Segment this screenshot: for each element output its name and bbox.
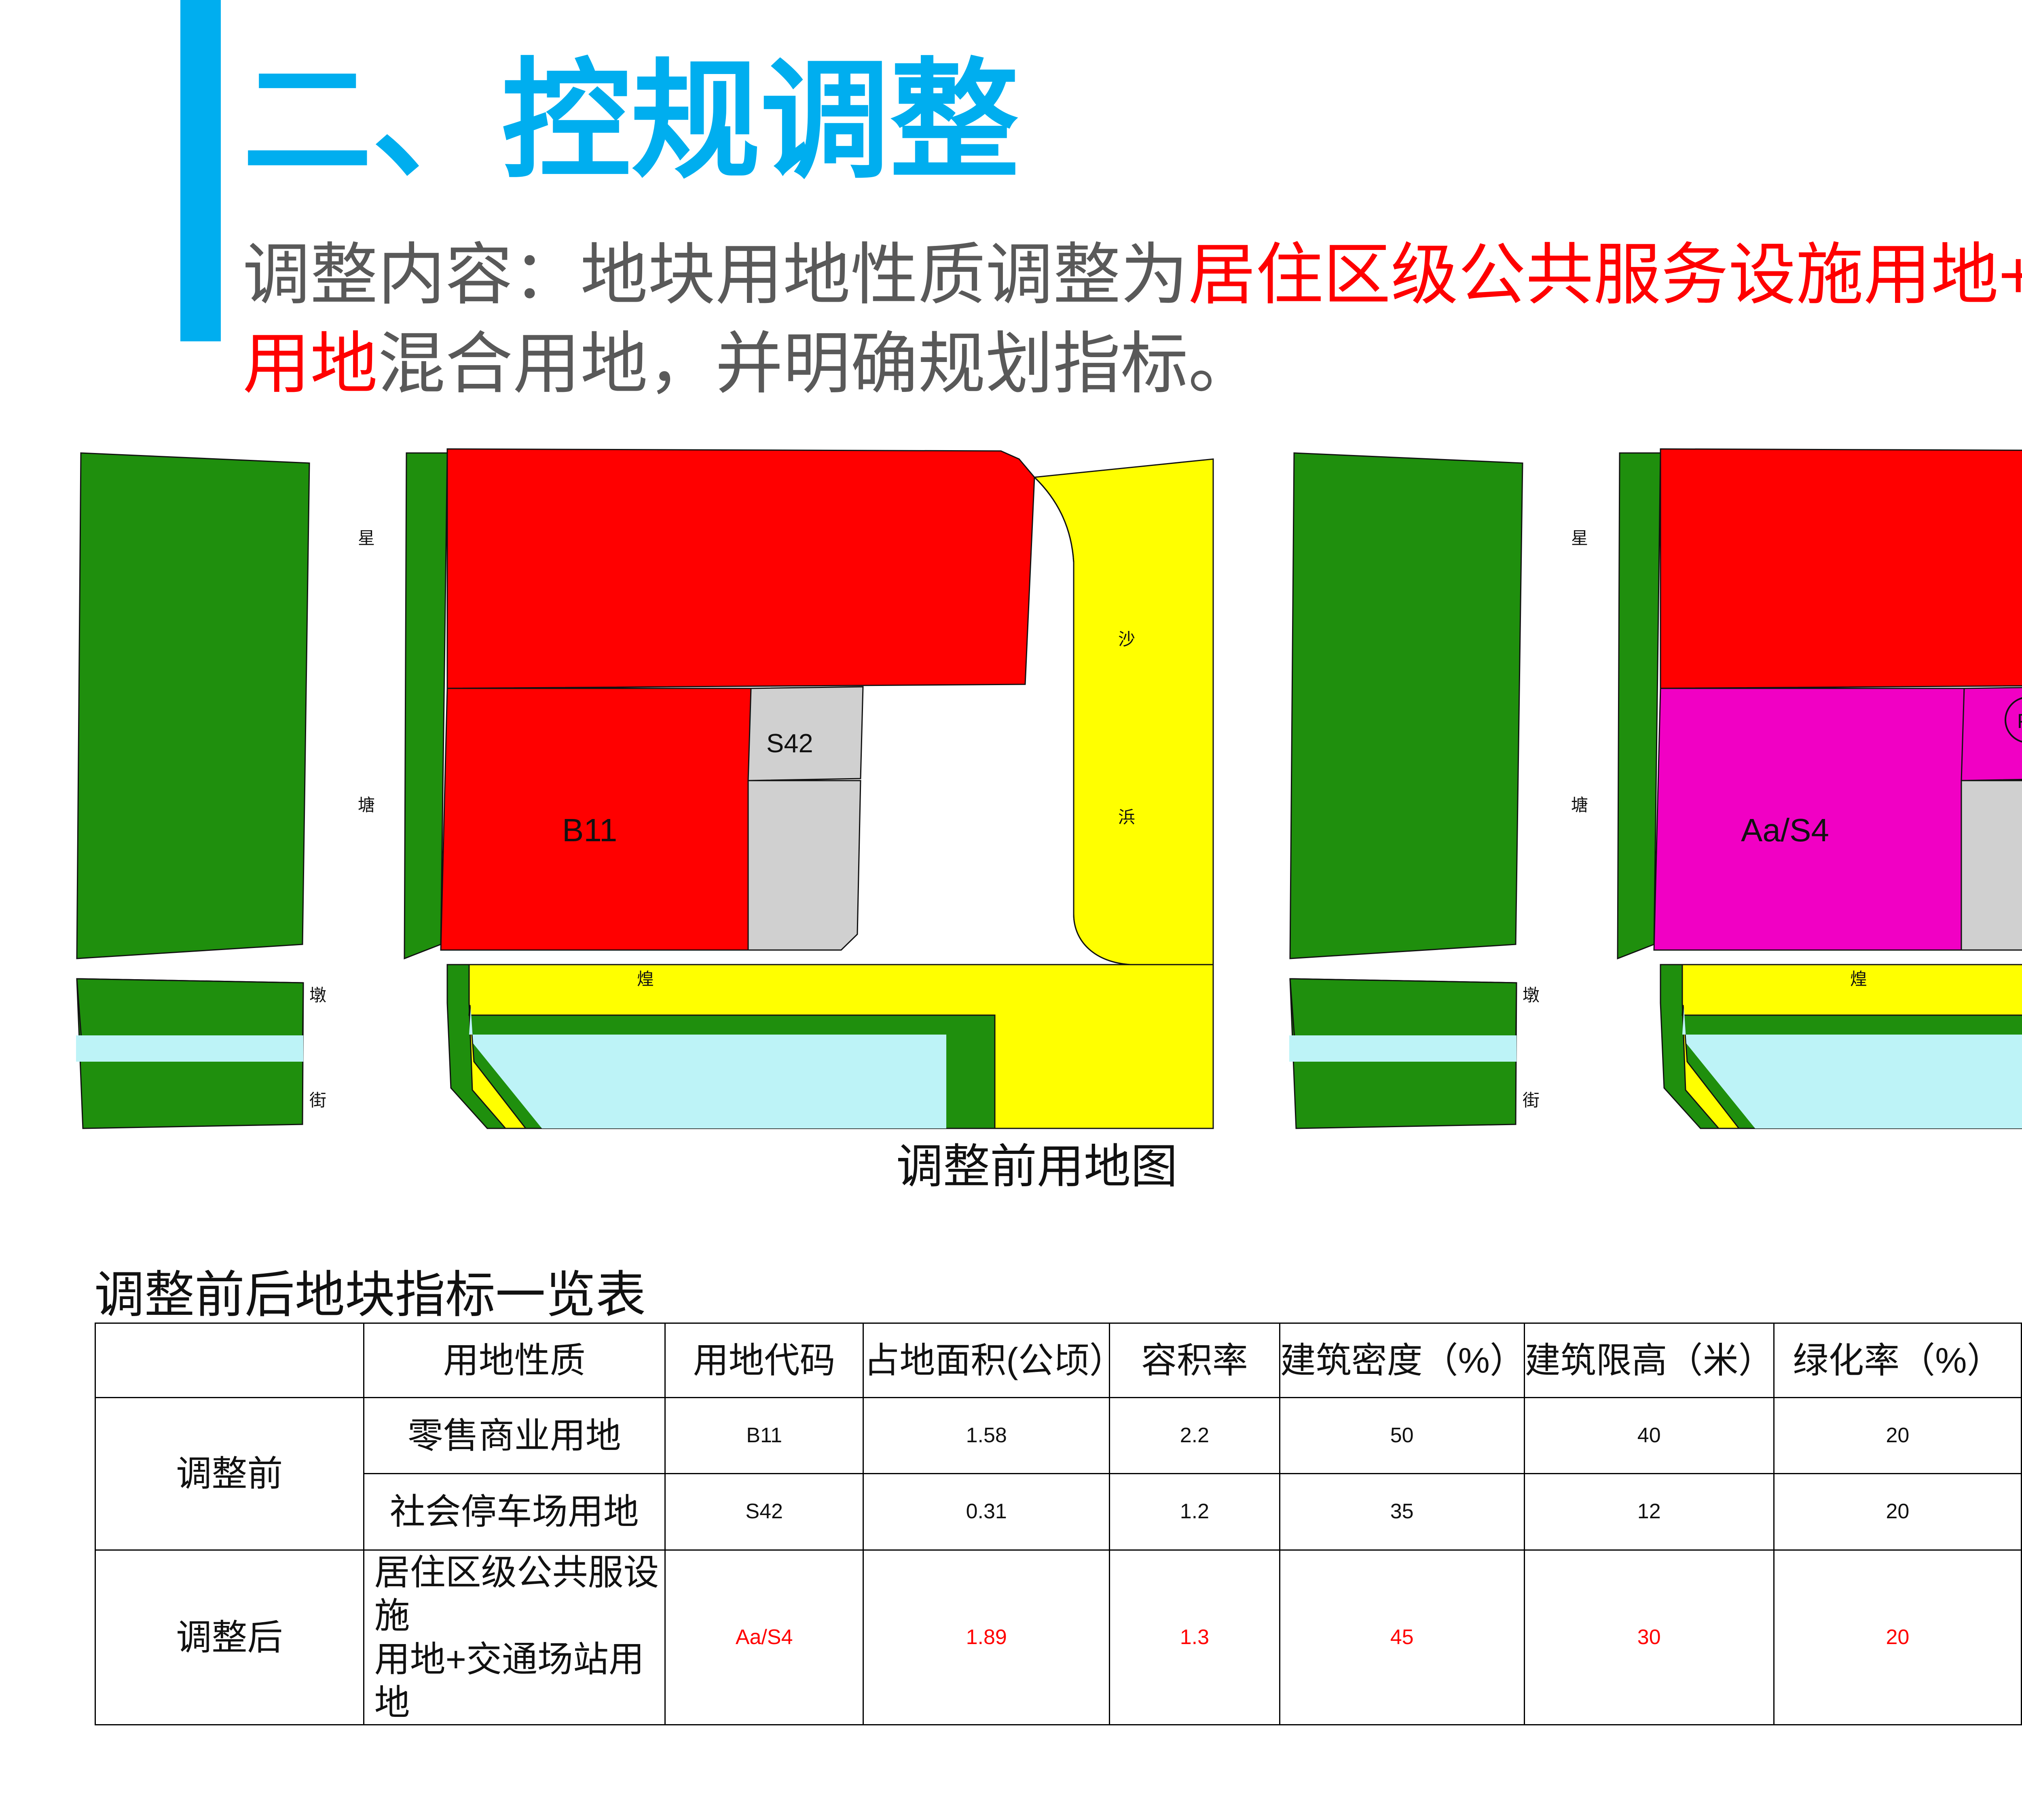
- svg-text:Aa/S4: Aa/S4: [1741, 812, 1829, 848]
- svg-text:S42: S42: [766, 728, 813, 758]
- svg-text:B11: B11: [562, 812, 617, 848]
- svg-text:P: P: [2017, 710, 2022, 732]
